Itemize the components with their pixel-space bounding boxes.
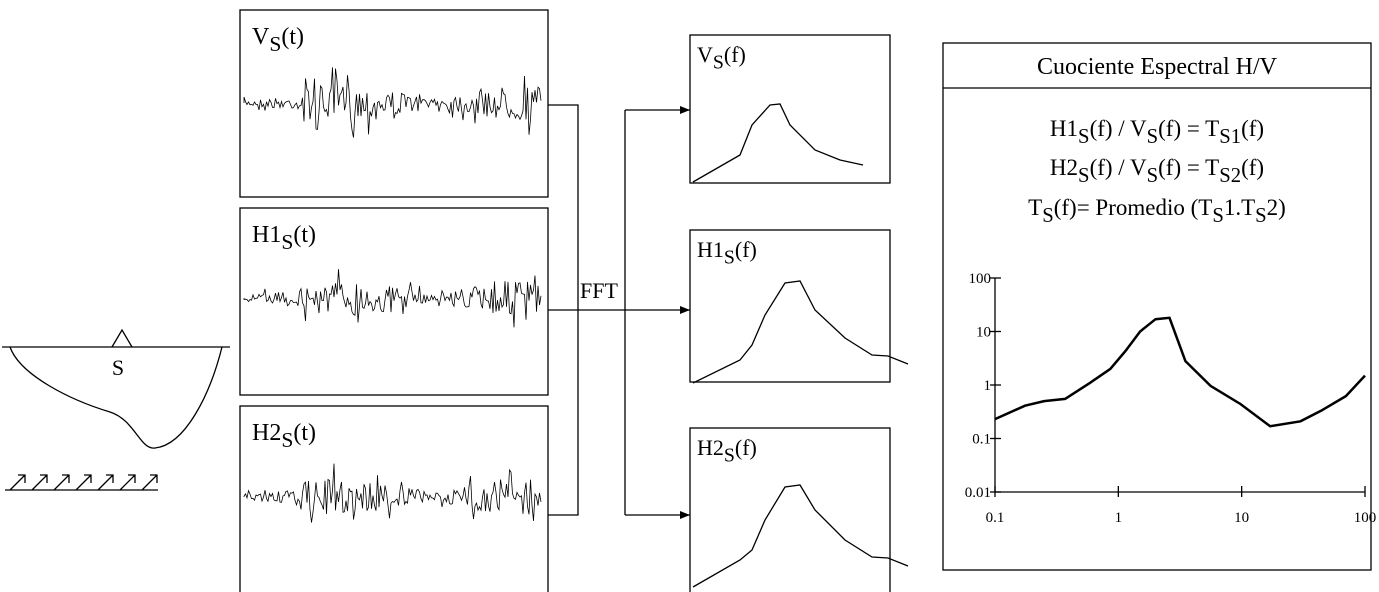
- label-part: V: [252, 24, 270, 50]
- arrow-heads: [680, 106, 690, 519]
- spectrum: [692, 280, 909, 384]
- subscript: S: [1212, 205, 1224, 227]
- subscript: S: [724, 445, 735, 467]
- label-part: (f) / V: [1090, 155, 1147, 180]
- hv-curve: [994, 316, 1366, 428]
- waveform: [243, 463, 542, 523]
- label-part: (f) / V: [1090, 116, 1147, 141]
- label-part: (f)= Promedio (T: [1054, 195, 1213, 220]
- label-part: H1: [252, 222, 281, 248]
- station: [111, 328, 133, 348]
- label-part: (f): [735, 237, 757, 262]
- time-panel: [239, 9, 549, 198]
- label-part: (f) = T: [1158, 116, 1219, 141]
- time-panel-label: VS(t): [252, 24, 304, 56]
- spectrum: [692, 103, 864, 183]
- fft-label: FFT: [580, 278, 618, 303]
- subscript: S: [281, 428, 293, 452]
- label-part: H1: [1050, 116, 1078, 141]
- subscript: S1: [1219, 126, 1241, 148]
- freq-panel: [689, 229, 891, 383]
- time-panel: [239, 207, 549, 396]
- y-tick-label: 10: [976, 325, 991, 341]
- label-part: H1: [697, 237, 724, 262]
- ratio-title: Cuociente Espectral H/V: [1037, 54, 1278, 80]
- subscript: S: [724, 247, 735, 269]
- subscript: S: [281, 230, 293, 254]
- basin: [2, 346, 230, 449]
- x-tick-label: 10: [1234, 510, 1249, 526]
- label-part: (t): [293, 420, 316, 446]
- connectors: [548, 104, 690, 516]
- incident-waves: [5, 474, 158, 491]
- time-panel: [239, 405, 549, 592]
- y-tick-label: 0.1: [972, 432, 991, 448]
- label-part: (f): [724, 42, 746, 67]
- label-part: V: [697, 42, 713, 67]
- subscript: S: [269, 32, 281, 56]
- label-part: (t): [293, 222, 316, 248]
- waveform: [243, 67, 542, 138]
- x-tick-label: 1: [1115, 510, 1123, 526]
- subscript: S: [713, 52, 724, 74]
- label-part: (f) = T: [1158, 155, 1219, 180]
- y-tick-label: 0.01: [965, 485, 991, 501]
- equation: TS(f)= Promedio (TS1.TS2): [1028, 195, 1286, 227]
- label-part: H2: [252, 420, 281, 446]
- freq-panel: [689, 34, 891, 184]
- time-panel-label: H2S(t): [252, 420, 316, 452]
- label-part: 1.T: [1224, 195, 1255, 220]
- freq-panel-label: VS(f): [697, 42, 746, 74]
- subscript: S: [1147, 126, 1159, 148]
- site-label: S: [112, 355, 124, 380]
- label-part: H2: [697, 435, 724, 460]
- label-part: T: [1028, 195, 1042, 220]
- time-panel-label: H1S(t): [252, 222, 316, 254]
- label-part: (f): [735, 435, 757, 460]
- label-part: 2): [1267, 195, 1286, 220]
- waveform: [243, 269, 542, 328]
- subscript: S: [1078, 165, 1090, 187]
- label-part: (f): [1241, 116, 1264, 141]
- subscript: S: [1255, 205, 1267, 227]
- freq-panel-label: H1S(f): [697, 237, 757, 269]
- subscript: S: [1042, 205, 1054, 227]
- spectrum: [692, 484, 909, 588]
- subscript: S: [1078, 126, 1090, 148]
- subscript: S: [1147, 165, 1159, 187]
- y-tick-label: 100: [969, 271, 992, 287]
- y-tick-label: 1: [984, 378, 992, 394]
- freq-panel: [689, 427, 891, 592]
- label-part: (t): [281, 24, 304, 50]
- subscript: S2: [1219, 165, 1241, 187]
- x-tick-label: 100: [1354, 510, 1377, 526]
- ratio-box: [942, 42, 1372, 571]
- label-part: (f): [1241, 155, 1264, 180]
- freq-panel-label: H2S(f): [697, 435, 757, 467]
- label-part: H2: [1050, 155, 1078, 180]
- x-tick-label: 0.1: [986, 510, 1005, 526]
- equation: H2S(f) / VS(f) = TS2(f): [1050, 155, 1264, 187]
- arrows: [5, 474, 158, 491]
- equation: H1S(f) / VS(f) = TS1(f): [1050, 116, 1264, 148]
